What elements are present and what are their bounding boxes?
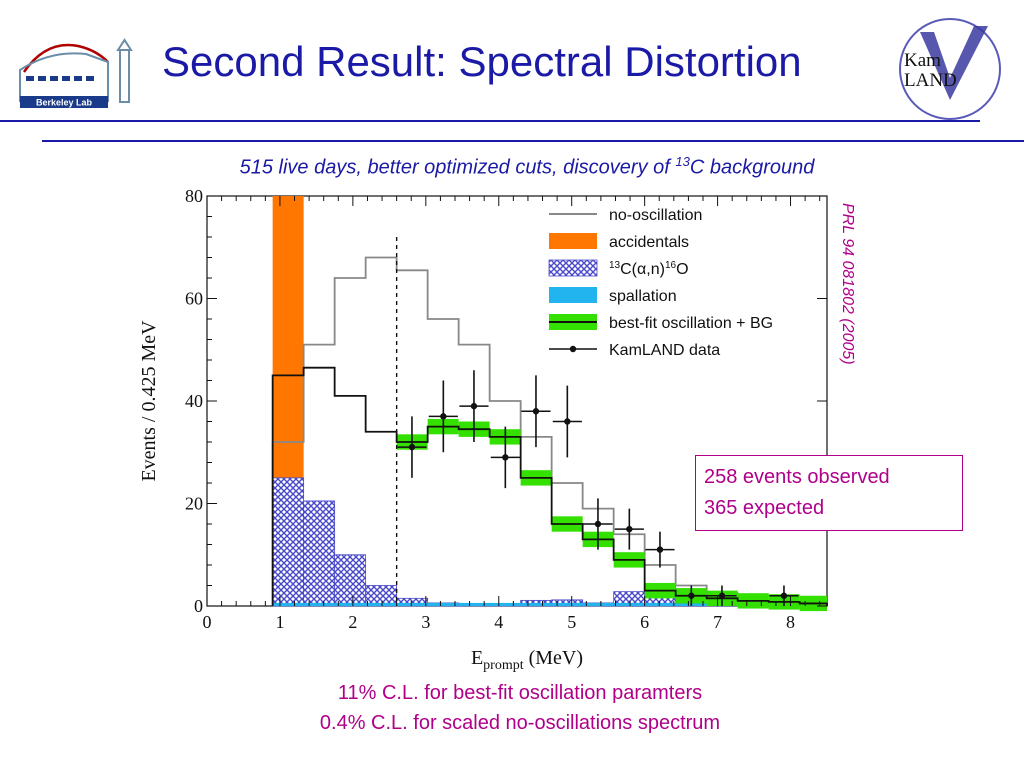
spallation-bar [489,602,521,606]
y-axis-label: Events / 0.425 MeV [138,320,160,482]
data-point [718,592,726,599]
x-tick-label: 7 [713,612,722,632]
spallation-bar [303,602,335,606]
legend-label: spallation [609,288,677,305]
bestfit-cl-note: 11% C.L. for best-fit oscillation paramt… [337,682,703,704]
legend-swatch-accidentals [549,233,597,249]
x-tick-label: 2 [348,612,357,632]
no-oscillation-line [271,256,828,606]
spallation-bar [272,602,304,606]
data-point [780,592,788,599]
x-tick-label: 6 [640,612,649,632]
legend-swatch-data-marker [569,345,577,353]
y-tick-label: 40 [185,391,203,411]
page-title: Second Result: Spectral Distortion [162,38,802,85]
legend-swatch-spallation [549,287,597,303]
x-tick-label: 5 [567,612,576,632]
spallation-bar [427,602,459,606]
spallation-bar [458,602,490,606]
x-tick-label: 4 [494,612,503,632]
c13-bar [272,477,305,607]
data-point [408,443,416,451]
chart-legend: no-oscillation accidentals 13C(α,n)16O spal… [548,207,773,359]
data-point [532,408,540,415]
spallation-bar [613,602,645,606]
reference-citation: PRL 94 081802 (2005) [839,203,856,365]
y-tick-label: 20 [185,494,203,514]
legend-label: KamLAND data [609,342,720,359]
spallation-bar [520,602,552,606]
x-tick-label: 0 [203,612,212,632]
data-point [502,454,509,461]
data-point [594,520,602,528]
legend-item: KamLAND data [549,342,720,359]
legend-label: accidentals [609,234,689,251]
legend-label: best-fit oscillation + BG [609,315,773,332]
x-tick-label: 3 [421,612,430,632]
legend-item: best-fit oscillation + BG [549,314,773,332]
bestfit-line [271,366,828,606]
data-point [564,418,571,425]
no-oscillation-cl-note: 0.4% C.L. for scaled no-oscillations spe… [319,712,721,734]
data-point [470,402,478,410]
legend-item: no-oscillation [549,207,702,224]
legend-label: 13C(α,n)16O [609,260,689,278]
observed-count: 258 events observed [704,466,890,488]
legend-item: accidentals [549,233,689,251]
spallation-bar [334,602,366,606]
spallation-bar [644,602,676,606]
data-point [688,592,695,599]
y-tick-label: 0 [194,596,203,616]
legend-label: no-oscillation [609,207,702,224]
data-point [656,546,664,553]
kamland-logo: Kam LAND [896,14,1008,124]
expected-count: 365 expected [704,497,825,519]
legend-item: spallation [549,287,677,305]
x-tick-label: 1 [275,612,284,632]
y-tick-label: 60 [185,289,203,309]
header-rule-top [0,120,980,122]
confidence-level-notes: 11% C.L. for best-fit oscillation paramt… [0,678,1024,738]
kamland-logo-line2: LAND [904,70,957,91]
legend-item: 13C(α,n)16O [548,259,689,278]
y-tick-label: 80 [185,186,203,206]
legend-swatch-c13 [548,259,598,277]
data-point [626,525,633,533]
c13-bar [334,554,367,607]
slide-subtitle: 515 live days, better optimized cuts, di… [239,154,815,179]
x-tick-label: 8 [786,612,795,632]
spallation-bar [365,602,397,606]
header-rule-bottom [42,140,1024,142]
c13-bar [303,500,336,607]
spallation-bar [396,602,428,606]
event-count-box: 258 events observed 365 expected [695,455,963,531]
spallation-bar [551,602,583,606]
berkeley-lab-logo: Berkeley Lab [16,32,144,110]
spallation-bar [582,602,614,606]
x-axis-label: Eprompt (MeV) [471,647,583,673]
data-point [440,413,447,420]
berkeley-lab-wordmark: Berkeley Lab [36,98,93,108]
kamland-logo-line1: Kam [904,50,941,71]
